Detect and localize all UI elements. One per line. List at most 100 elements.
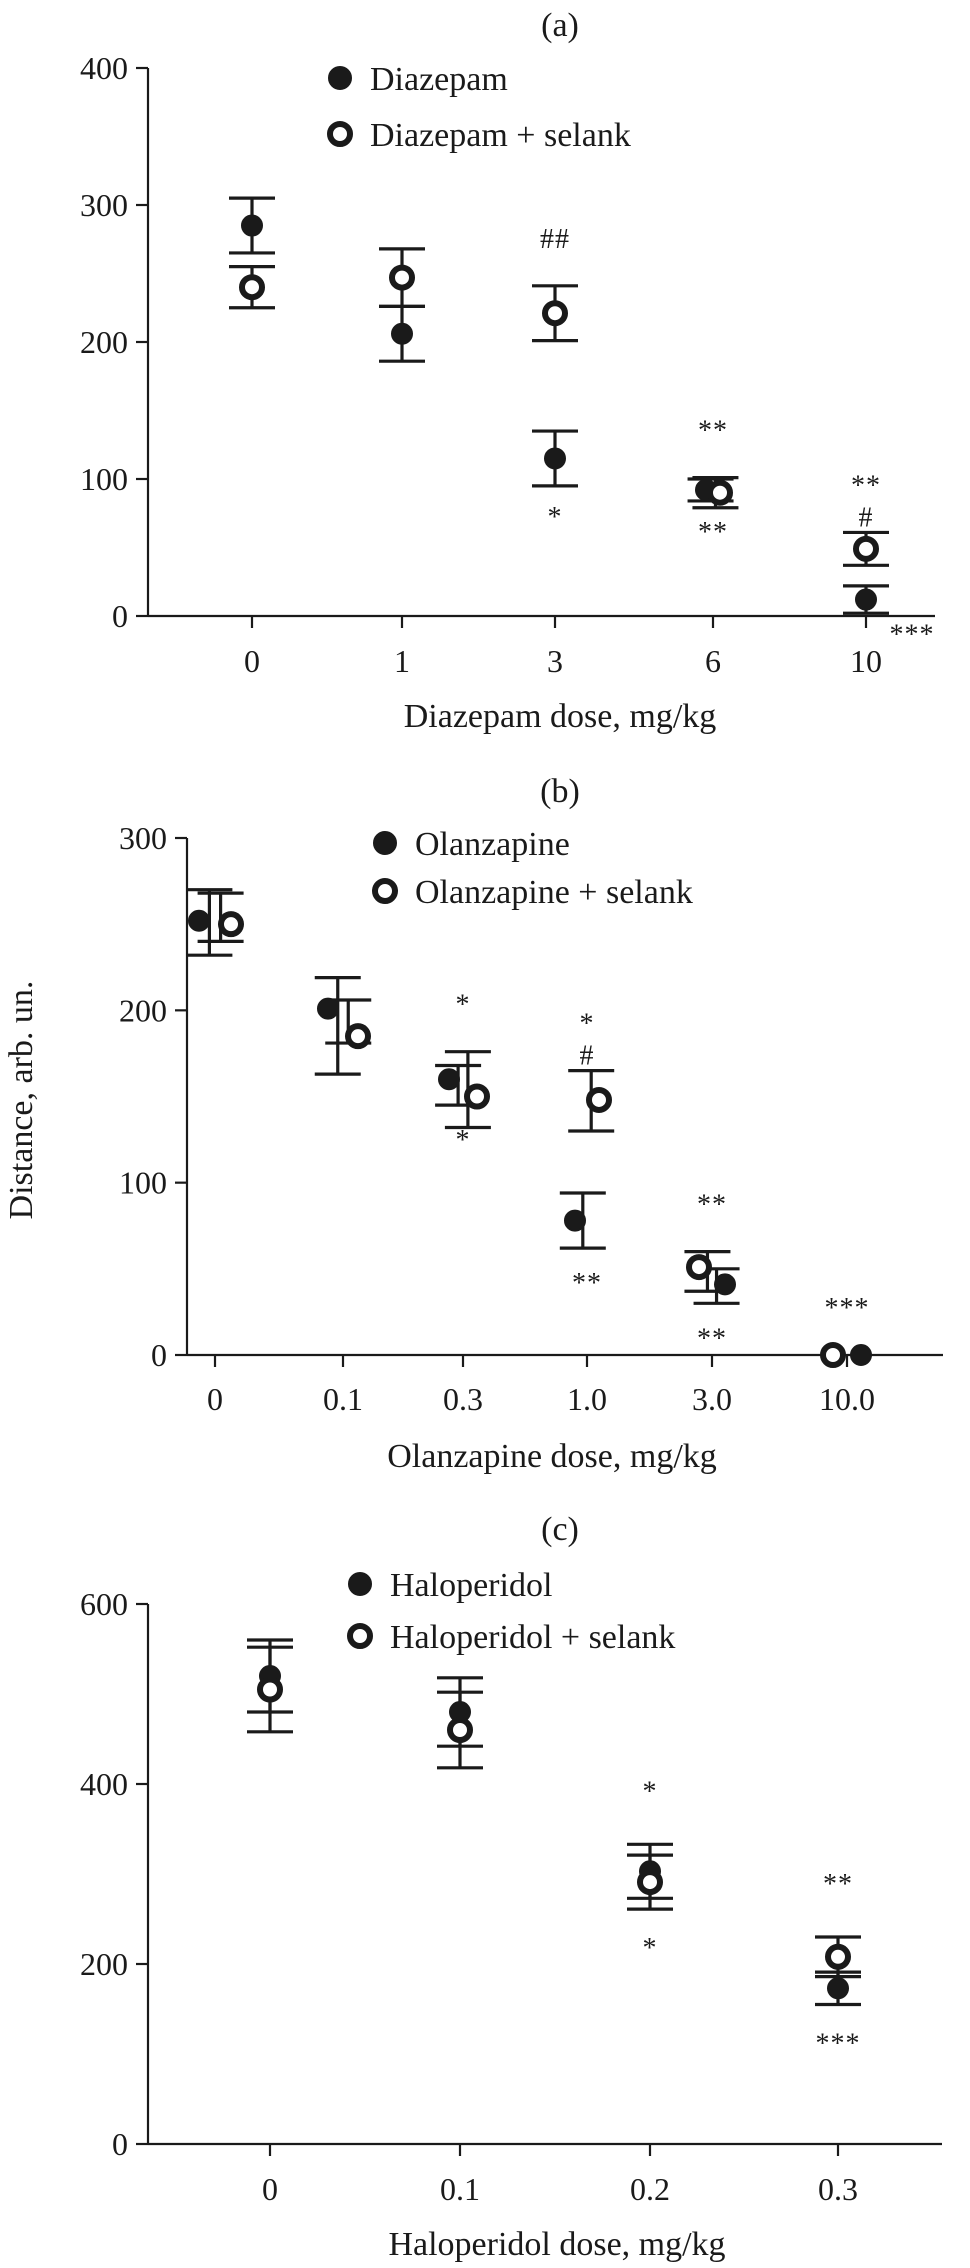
y-tick-label: 200 — [119, 992, 167, 1028]
significance-marker: ** — [572, 1268, 602, 1299]
data-point-filled — [564, 1209, 586, 1232]
panel-a: (a) Diazepam dose, mg/kg 0 100 200 300 400 0 1… — [80, 7, 935, 735]
legend-filled-circle-icon — [373, 831, 397, 855]
legend-label: Haloperidol — [390, 1567, 552, 1604]
data-point-filled — [241, 214, 263, 237]
x-tick-label: 0.2 — [630, 2171, 670, 2207]
x-tick-label: 6 — [705, 643, 721, 679]
data-point-filled — [855, 588, 877, 611]
panel-c-x-axis-label: Haloperidol dose, mg/kg — [388, 2226, 725, 2263]
data-point-filled — [438, 1068, 460, 1091]
data-point-open — [464, 1083, 490, 1110]
error-bar — [314, 975, 361, 1076]
data-point-open — [820, 1342, 846, 1368]
y-tick-label: 0 — [151, 1337, 167, 1373]
significance-marker: ** — [697, 1323, 727, 1354]
markers-drug-plus-selank — [239, 264, 879, 562]
y-tick-label: 600 — [80, 1586, 128, 1622]
panel-c-label: (c) — [541, 1511, 579, 1548]
significance-marker: *** — [816, 2029, 861, 2060]
panel-b: (b) Olanzapine dose, mg/kg 0 100 200 300 0 0.… — [119, 773, 943, 1475]
axes: 0 200 400 600 0 0.1 0.2 0.3 — [80, 1586, 942, 2207]
data-point-filled — [850, 1344, 872, 1366]
markers-drug — [188, 909, 872, 1366]
significance-marker: * — [456, 990, 471, 1021]
legend-item: Haloperidol + selank — [347, 1619, 675, 1656]
significance-marker: ** — [851, 470, 881, 501]
data-point-filled — [188, 909, 210, 932]
data-point-filled — [391, 322, 413, 345]
data-point-open — [853, 535, 879, 562]
legend-open-circle-icon — [372, 878, 398, 904]
x-tick-label: 1.0 — [567, 1381, 607, 1417]
data-point-open — [239, 274, 265, 301]
data-point-open — [707, 479, 733, 506]
significance-marker: *** — [890, 619, 935, 650]
legend-open-circle-icon — [327, 121, 353, 147]
data-point-open — [637, 1869, 663, 1896]
y-tick-label: 300 — [80, 187, 128, 223]
markers-drug-plus-selank — [218, 911, 846, 1368]
x-tick-label: 3.0 — [692, 1381, 732, 1417]
legend: Diazepam Diazepam + selank — [327, 61, 631, 154]
markers-drug-plus-selank — [257, 1676, 851, 1970]
x-tick-label: 0 — [244, 643, 260, 679]
legend-label: Olanzapine + selank — [415, 874, 693, 911]
y-tick-label: 200 — [80, 324, 128, 360]
panel-a-label: (a) — [541, 7, 579, 44]
legend-label: Olanzapine — [415, 826, 570, 863]
legend-item: Olanzapine + selank — [372, 874, 693, 911]
data-point-open — [447, 1717, 473, 1743]
legend-label: Diazepam + selank — [370, 117, 631, 154]
legend-label: Haloperidol + selank — [390, 1619, 675, 1656]
legend-item: Diazepam + selank — [327, 117, 631, 154]
legend-item: Haloperidol — [348, 1567, 552, 1604]
x-tick-label: 0.1 — [440, 2171, 480, 2207]
significance-marker: * — [643, 1933, 658, 1964]
x-tick-label: 1 — [394, 643, 410, 679]
data-point-filled — [714, 1273, 736, 1296]
x-tick-label: 0 — [207, 1381, 223, 1417]
legend-filled-circle-icon — [328, 66, 352, 90]
x-tick-label: 10.0 — [819, 1381, 875, 1417]
x-tick-label: 0.1 — [323, 1381, 363, 1417]
legend-item: Diazepam — [328, 61, 508, 98]
data-point-open — [345, 1023, 371, 1050]
significance-marker: ** — [697, 1190, 727, 1221]
data-point-open — [586, 1086, 612, 1113]
data-point-filled — [544, 447, 566, 470]
y-tick-label: 300 — [119, 820, 167, 856]
x-tick-label: 10 — [850, 643, 882, 679]
data-point-open — [389, 264, 415, 291]
axes: 0 100 200 300 400 0 1 3 6 10 — [80, 50, 935, 679]
legend-filled-circle-icon — [348, 1572, 372, 1596]
significance-marker: # — [859, 502, 874, 533]
data-point-filled — [317, 997, 339, 1020]
panel-a-x-axis-label: Diazepam dose, mg/kg — [404, 698, 717, 735]
significance-marker: *** — [825, 1293, 870, 1324]
significance-marker: ** — [698, 517, 728, 548]
y-tick-label: 100 — [80, 461, 128, 497]
y-tick-label: 100 — [119, 1165, 167, 1201]
x-tick-label: 0 — [262, 2171, 278, 2207]
data-point-open — [218, 911, 244, 938]
panel-b-x-axis-label: Olanzapine dose, mg/kg — [387, 1438, 717, 1475]
legend: Haloperidol Haloperidol + selank — [347, 1567, 675, 1656]
y-tick-label: 400 — [80, 50, 128, 86]
x-tick-label: 0.3 — [818, 2171, 858, 2207]
significance-marker: * — [456, 1125, 471, 1156]
legend-label: Diazepam — [370, 61, 508, 98]
panel-b-label: (b) — [540, 773, 580, 810]
axes: 0 100 200 300 0 0.1 0.3 1.0 3.0 10.0 — [119, 820, 943, 1417]
data-point-open — [825, 1943, 851, 1970]
x-tick-label: 0.3 — [443, 1381, 483, 1417]
significance-marker: ## — [540, 224, 570, 255]
data-point-open — [686, 1254, 712, 1281]
significance-marker: # — [580, 1041, 595, 1072]
y-tick-label: 0 — [112, 598, 128, 634]
significance-marker: * — [580, 1009, 595, 1040]
y-tick-label: 0 — [112, 2126, 128, 2162]
